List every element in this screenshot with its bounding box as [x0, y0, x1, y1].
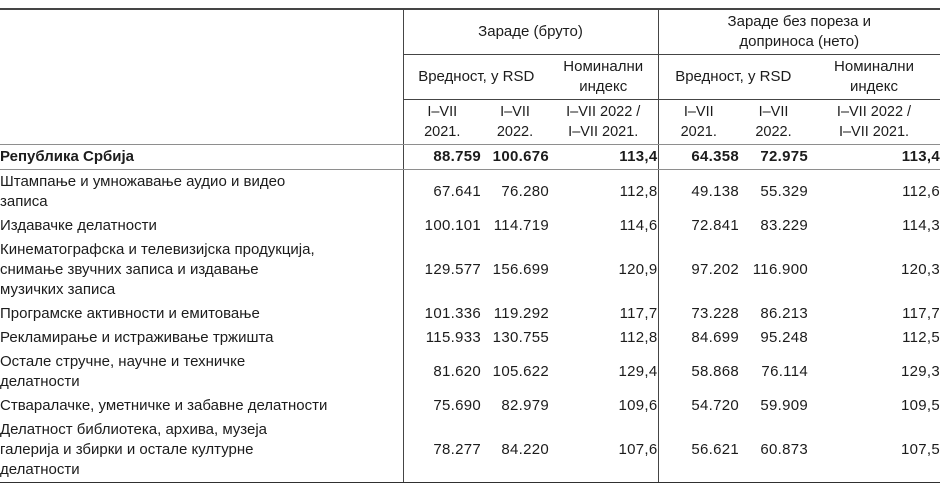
row-label: Стваралачке, уметничке и забавне делатно…	[0, 397, 328, 414]
table-row: Штампање и умножавање аудио и видео запи…	[0, 169, 940, 214]
net-index-cell: 112,6	[902, 183, 940, 200]
net-2022-cell: 116.900	[752, 261, 808, 278]
table-row: Стваралачке, уметничке и забавне делатно…	[0, 394, 940, 418]
col-header-period-2021-net: I–VII 2021.	[657, 99, 739, 145]
net-2021-cell: 56.621	[657, 418, 739, 483]
gross-index-cell: 114,6	[619, 217, 658, 234]
net-index-cell: 107,5	[900, 441, 940, 458]
net-index-cell: 117,7	[902, 305, 940, 322]
wages-table: Зараде (бруто) Зараде без пореза и допри…	[0, 8, 940, 483]
corner-cell	[0, 9, 403, 55]
gross-2021-cell: 88.759	[402, 144, 481, 170]
net-index-cell: 109,5	[900, 397, 940, 414]
subheader-row: Вредност, у RSD Номинални индекс Вреднос…	[0, 54, 940, 100]
net-index-cell: 113,4	[808, 144, 940, 170]
col-header-value-net: Вредност, у RSD	[657, 54, 808, 100]
row-label: Програмске активности и емитовање	[0, 305, 260, 322]
gross-index-cell: 117,7	[619, 305, 658, 322]
gross-2021-cell: 67.641	[402, 169, 481, 214]
table-row: Кинематографска и телевизијска продукциј…	[0, 238, 940, 302]
gross-index-cell: 120,9	[618, 261, 658, 278]
net-2022-cell: 72.975	[739, 144, 808, 170]
gross-2021-cell: 75.690	[402, 394, 481, 418]
gross-index-cell: 113,4	[549, 144, 658, 170]
col-header-period-2021-gross: I–VII 2021.	[402, 99, 481, 145]
net-2021-cell: 97.202	[657, 238, 739, 302]
net-2021-cell: 84.699	[657, 326, 739, 350]
net-2021-cell: 54.720	[657, 394, 739, 418]
col-header-index-net: Номинални индекс	[808, 54, 940, 100]
net-2022-cell: 86.213	[760, 305, 808, 322]
gross-2022-cell: 114.719	[493, 217, 549, 234]
table-row: Издавачке делатности 100.101 114.719 114…	[0, 214, 940, 238]
net-2022-cell: 55.329	[760, 183, 808, 200]
net-2021-cell: 49.138	[657, 169, 739, 214]
table-row: Остале стручне, научне и техничке делатн…	[0, 350, 940, 394]
gross-index-cell: 107,6	[618, 441, 658, 458]
net-index-cell: 129,3	[900, 363, 940, 380]
gross-2022-cell: 156.699	[492, 261, 549, 278]
col-header-period-ratio-gross: I–VII 2022 / I–VII 2021.	[549, 99, 658, 145]
group-header-row: Зараде (бруто) Зараде без пореза и допри…	[0, 9, 940, 55]
net-2022-cell: 83.229	[760, 217, 808, 234]
net-2022-cell: 60.873	[760, 441, 808, 458]
net-index-cell: 112,5	[902, 329, 940, 346]
net-2021-cell: 64.358	[657, 144, 739, 170]
col-header-period-2022-net: I–VII 2022.	[739, 99, 808, 145]
row-label: Рекламирање и истраживање тржишта	[0, 329, 274, 346]
row-label: Остале стручне, научне и техничке делатн…	[0, 353, 246, 390]
gross-2021-cell: 101.336	[402, 302, 481, 326]
table-row: Програмске активности и емитовање 101.33…	[0, 302, 940, 326]
row-label: Делатност библиотека, архива, музеја гал…	[0, 421, 268, 478]
col-header-period-ratio-net: I–VII 2022 / I–VII 2021.	[808, 99, 940, 145]
net-2021-cell: 58.868	[657, 350, 739, 394]
group-header-net: Зараде без пореза и доприноса (нето)	[657, 9, 940, 55]
gross-2021-cell: 129.577	[402, 238, 481, 302]
row-label: Штампање и умножавање аудио и видео запи…	[0, 173, 286, 210]
net-2022-cell: 59.909	[760, 397, 808, 414]
table-row-total: Република Србија 88.759 100.676 113,4 64…	[0, 144, 940, 170]
gross-index-cell: 112,8	[619, 329, 658, 346]
gross-index-cell: 129,4	[618, 363, 658, 380]
gross-2022-cell: 76.280	[501, 183, 549, 200]
gross-2022-cell: 82.979	[501, 397, 549, 414]
corner-cell	[0, 99, 403, 145]
gross-index-cell: 112,8	[619, 183, 658, 200]
gross-2021-cell: 78.277	[402, 418, 481, 483]
net-index-cell: 114,3	[902, 217, 940, 234]
row-label: Република Србија	[0, 144, 403, 170]
row-label: Кинематографска и телевизијска продукциј…	[0, 241, 315, 298]
net-2021-cell: 73.228	[657, 302, 739, 326]
col-header-period-2022-gross: I–VII 2022.	[481, 99, 549, 145]
table-row: Рекламирање и истраживање тржишта 115.93…	[0, 326, 940, 350]
gross-2022-cell: 119.292	[493, 305, 549, 322]
net-index-cell: 120,3	[900, 261, 940, 278]
net-2021-cell: 72.841	[657, 214, 739, 238]
col-header-value-gross: Вредност, у RSD	[402, 54, 549, 100]
gross-2022-cell: 105.622	[492, 363, 549, 380]
corner-cell	[0, 54, 403, 100]
gross-2021-cell: 81.620	[402, 350, 481, 394]
gross-2021-cell: 100.101	[402, 214, 481, 238]
net-2022-cell: 76.114	[761, 363, 808, 380]
gross-2022-cell: 100.676	[481, 144, 549, 170]
table-row: Делатност библиотека, архива, музеја гал…	[0, 418, 940, 483]
period-row: I–VII 2021. I–VII 2022. I–VII 2022 / I–V…	[0, 99, 940, 145]
gross-2022-cell: 130.755	[492, 329, 549, 346]
net-2022-cell: 95.248	[760, 329, 808, 346]
col-header-index-gross: Номинални индекс	[549, 54, 658, 100]
gross-2022-cell: 84.220	[501, 441, 549, 458]
row-label: Издавачке делатности	[0, 217, 157, 234]
gross-2021-cell: 115.933	[402, 326, 481, 350]
gross-index-cell: 109,6	[618, 397, 658, 414]
group-header-gross: Зараде (бруто)	[402, 9, 658, 55]
